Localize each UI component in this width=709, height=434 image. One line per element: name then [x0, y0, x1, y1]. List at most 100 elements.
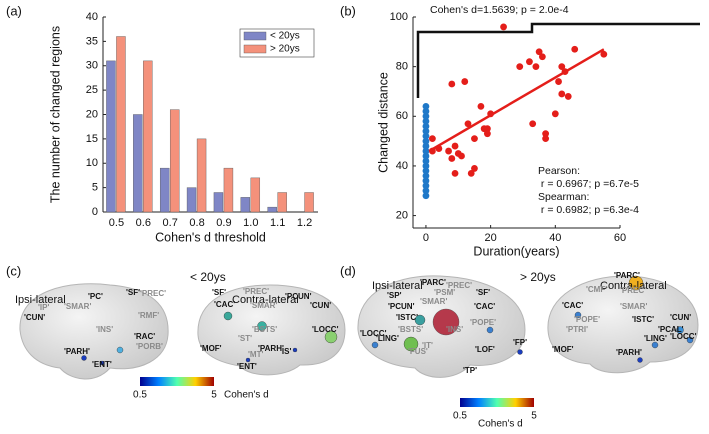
point	[422, 147, 430, 155]
side-title: Contra-lateral	[232, 294, 299, 306]
point	[558, 90, 566, 98]
region-label: 'SP'	[387, 291, 402, 300]
bar	[116, 36, 126, 213]
colorbar-label: Cohen's d	[478, 419, 523, 430]
region-label: 'PTRI'	[566, 325, 588, 334]
x-tick-label: 0	[423, 232, 429, 244]
point	[422, 162, 430, 170]
bar	[133, 114, 143, 213]
point	[422, 192, 430, 200]
annotation: Pearson:	[538, 165, 580, 177]
region-label: 'PARC'	[420, 278, 446, 287]
region-label: 'CUN'	[24, 313, 45, 322]
legend-label: < 20ys	[270, 31, 300, 42]
point	[422, 112, 430, 120]
region-label: 'LOCC'	[670, 332, 697, 341]
region-label: 'SF'	[126, 288, 140, 297]
point	[551, 110, 559, 118]
region-label: 'PREC'	[140, 289, 166, 298]
region-label: 'PARC'	[614, 271, 640, 280]
region-label: 'SMAR'	[250, 301, 277, 310]
region-label: 'SF'	[212, 288, 226, 297]
bar	[250, 177, 261, 213]
region-label: 'LOCC'	[312, 325, 339, 334]
bar	[267, 206, 277, 213]
region-label: 'CAC'	[562, 301, 583, 310]
x-axis-label: Duration(years)	[473, 244, 559, 258]
region-label: 'IP'	[38, 303, 49, 312]
point	[451, 142, 459, 150]
y-tick-label: 100	[390, 11, 408, 23]
x-tick-label: 1.2	[297, 217, 312, 229]
region-label: 'ST'	[238, 334, 252, 343]
y-axis-label: The number of changed regions	[48, 26, 62, 203]
point	[422, 177, 430, 185]
y-tick-label: 10	[86, 157, 98, 169]
side-title: Contra-lateral	[600, 280, 667, 292]
region-label: 'PREC'	[243, 287, 269, 296]
region-label: 'PCUN'	[388, 302, 415, 311]
point	[464, 120, 472, 128]
fit-line	[428, 48, 605, 153]
point	[422, 107, 430, 115]
bar	[106, 60, 116, 213]
group-title: < 20ys	[190, 270, 226, 284]
y-tick-label: 35	[86, 35, 98, 47]
region-label: 'PSM'	[434, 288, 455, 297]
bar	[186, 187, 197, 213]
y-tick-label: 0	[92, 206, 98, 218]
region-label: 'ENT'	[237, 362, 257, 371]
point	[516, 63, 524, 71]
legend-label: > 20ys	[270, 44, 300, 55]
point	[451, 169, 459, 177]
colorbar-min: 0.5	[133, 390, 147, 401]
point	[483, 125, 491, 133]
x-tick-label: 0.5	[109, 217, 124, 229]
panel-label: (c)	[6, 263, 21, 278]
point	[467, 169, 475, 177]
point	[422, 182, 430, 190]
region-label: 'MOF'	[200, 344, 222, 353]
point	[422, 117, 430, 125]
region-label: 'PCUN'	[285, 292, 312, 301]
region-label: 'PREC'	[446, 281, 472, 290]
region-label: 'LING'	[376, 334, 399, 343]
x-tick-label: 0.9	[216, 217, 231, 229]
side-title: Ipsi-lateral	[15, 294, 66, 306]
y-axis-label: Changed distance	[376, 72, 390, 173]
region-label: 'POPE'	[574, 315, 600, 324]
bar	[240, 197, 251, 213]
region-label: 'SMAR'	[64, 302, 91, 311]
region-label: 'TP'	[463, 366, 477, 375]
region-label: 'CAC'	[474, 302, 495, 311]
region-label: 'LING'	[644, 334, 667, 343]
point	[422, 127, 430, 135]
region-label: 'PCAL'	[658, 325, 684, 334]
region-label: 'CAC'	[214, 300, 235, 309]
x-tick-label: 1.0	[243, 217, 258, 229]
region-label: 'ISTC'	[632, 315, 654, 324]
region-label: 'RMF'	[138, 311, 159, 320]
point	[529, 120, 537, 128]
annotation: r = 0.6982; p =6.3e-4	[538, 204, 639, 216]
point	[471, 135, 478, 143]
y-tick-label: 40	[86, 11, 98, 23]
bar	[277, 192, 287, 213]
point	[422, 102, 430, 110]
legend-swatch	[243, 44, 267, 54]
region-label: 'SMAR'	[420, 297, 447, 306]
panel-label: (b)	[340, 3, 356, 18]
point	[448, 155, 456, 162]
bar	[159, 167, 170, 213]
side-title: Ipsi-lateral	[372, 280, 423, 292]
region-label: 'SF'	[476, 288, 490, 297]
region-label: 'IT'	[422, 341, 433, 350]
y-tick-label: 30	[86, 60, 98, 72]
point	[422, 122, 430, 130]
region-label: 'BSTS'	[398, 325, 423, 334]
point	[542, 135, 550, 143]
point	[422, 167, 430, 175]
y-tick-label: 25	[86, 84, 98, 96]
region-label: 'PORB'	[136, 342, 163, 351]
